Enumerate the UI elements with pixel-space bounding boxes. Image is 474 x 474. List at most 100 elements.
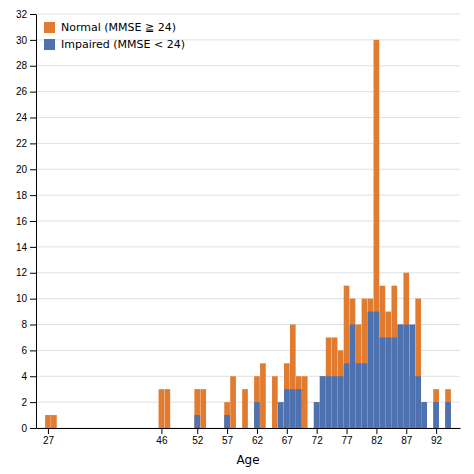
bar xyxy=(117,428,123,429)
bar xyxy=(171,428,177,429)
bar xyxy=(63,428,69,429)
bar xyxy=(386,337,392,428)
bar xyxy=(236,428,242,429)
tick-label: 2 xyxy=(21,397,27,408)
bar xyxy=(218,428,224,429)
bar xyxy=(350,299,356,428)
bar xyxy=(421,402,427,428)
bar xyxy=(290,389,296,428)
bar xyxy=(141,428,147,429)
tick-label: 32 xyxy=(16,9,28,20)
bar xyxy=(415,376,421,428)
tick: 82 xyxy=(371,428,383,446)
legend-item: Normal (MMSE ≧ 24) xyxy=(44,21,176,34)
bar xyxy=(350,325,356,429)
tick-mark xyxy=(30,221,36,222)
tick-label: 57 xyxy=(222,435,234,446)
tick-mark xyxy=(30,247,36,248)
tick-mark xyxy=(287,428,288,434)
bar xyxy=(338,376,344,428)
grid xyxy=(36,14,460,428)
tick: 12 xyxy=(16,267,36,278)
tick-mark xyxy=(30,40,36,41)
bar xyxy=(182,428,188,429)
bar xyxy=(81,428,87,429)
legend-swatch xyxy=(44,39,55,50)
bar xyxy=(212,428,218,429)
bar xyxy=(427,428,433,429)
bar xyxy=(391,337,397,428)
tick-mark xyxy=(30,428,36,429)
tick: 30 xyxy=(16,35,36,46)
tick-label: 92 xyxy=(431,435,443,446)
grid-line xyxy=(36,117,460,118)
tick-label: 30 xyxy=(16,35,28,46)
bar xyxy=(320,376,326,428)
bar xyxy=(117,428,123,429)
bar xyxy=(374,40,380,428)
bar xyxy=(93,428,99,429)
tick-label: 16 xyxy=(16,216,28,227)
bar xyxy=(344,363,350,428)
bar xyxy=(105,428,111,429)
bar xyxy=(380,337,386,428)
bar xyxy=(230,428,236,429)
bar xyxy=(248,428,254,429)
tick: 32 xyxy=(16,9,36,20)
bar xyxy=(403,273,409,428)
bar xyxy=(433,402,439,428)
bar xyxy=(296,376,302,428)
bar xyxy=(93,428,99,429)
bar xyxy=(51,415,57,428)
bar xyxy=(374,312,380,428)
tick-label: 87 xyxy=(401,435,413,446)
bar xyxy=(147,428,153,429)
bar xyxy=(165,428,171,429)
bar xyxy=(147,428,153,429)
bar xyxy=(69,428,75,429)
grid-line xyxy=(36,14,460,15)
bar xyxy=(45,415,51,428)
bar xyxy=(123,428,129,429)
bar xyxy=(230,376,236,428)
tick-mark xyxy=(161,428,162,434)
tick-mark xyxy=(30,195,36,196)
bar xyxy=(153,428,159,429)
bar xyxy=(266,428,272,429)
bar xyxy=(380,286,386,428)
bar xyxy=(242,389,248,428)
tick: 0 xyxy=(21,423,36,434)
bar xyxy=(272,428,278,429)
tick-mark xyxy=(30,14,36,15)
bar xyxy=(368,299,374,428)
bar xyxy=(415,299,421,428)
grid-line xyxy=(36,169,460,170)
bar xyxy=(427,428,433,429)
bar xyxy=(135,428,141,429)
bar xyxy=(81,428,87,429)
tick-label: 72 xyxy=(312,435,324,446)
tick-label: 26 xyxy=(16,86,28,97)
bar xyxy=(278,402,284,428)
tick-label: 67 xyxy=(282,435,294,446)
tick-label: 8 xyxy=(21,319,27,330)
bar xyxy=(266,428,272,429)
bar xyxy=(57,428,63,429)
tick-label: 0 xyxy=(21,423,27,434)
tick: 72 xyxy=(312,428,324,446)
tick: 6 xyxy=(21,345,36,356)
bar xyxy=(75,428,81,429)
bar xyxy=(176,428,182,429)
legend-label: Impaired (MMSE < 24) xyxy=(61,38,185,51)
bar xyxy=(254,402,260,428)
bar xyxy=(194,415,200,428)
legend: Normal (MMSE ≧ 24) Impaired (MMSE < 24) xyxy=(44,21,185,51)
tick-mark xyxy=(197,428,198,434)
bar xyxy=(296,389,302,428)
bar xyxy=(206,428,212,429)
bar xyxy=(224,415,230,428)
tick-label: 6 xyxy=(21,345,27,356)
bar xyxy=(326,337,332,428)
legend-swatch xyxy=(44,22,55,33)
tick: 18 xyxy=(16,190,36,201)
